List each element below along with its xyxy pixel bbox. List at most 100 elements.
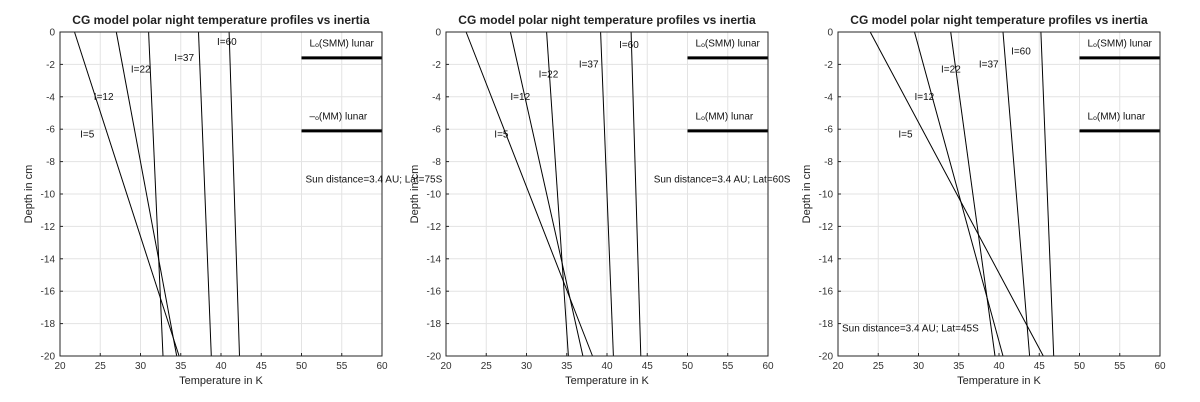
reference-line-label: Lₒ(SMM) lunar: [696, 39, 761, 50]
chart-title: CG model polar night temperature profile…: [850, 13, 1148, 27]
y-tick-label: -14: [427, 254, 442, 265]
y-tick-label: -18: [819, 319, 834, 330]
curve-label: I=12: [94, 92, 114, 103]
y-axis-label: Depth in cm: [409, 165, 421, 224]
x-tick-label: 35: [953, 361, 965, 372]
series-group: [869, 31, 1055, 357]
x-tick-label: 25: [95, 361, 107, 372]
series-group: [465, 31, 642, 357]
curve-label: I=12: [510, 92, 530, 103]
x-tick-label: 55: [1114, 361, 1126, 372]
chart-title: CG model polar night temperature profile…: [72, 13, 370, 27]
x-tick-label: 40: [601, 361, 613, 372]
y-tick-label: -6: [824, 125, 833, 136]
x-tick-label: 25: [481, 361, 493, 372]
y-tick-label: -10: [41, 190, 56, 201]
y-tick-label: -20: [41, 352, 56, 363]
x-tick-label: 20: [54, 361, 66, 372]
x-tick-label: 30: [135, 361, 147, 372]
x-tick-label: 45: [256, 361, 268, 372]
chart-title: CG model polar night temperature profile…: [458, 13, 756, 27]
x-tick-label: 50: [1074, 361, 1086, 372]
curve-label: I=5: [494, 129, 509, 140]
series-line-i-37: [1002, 31, 1031, 357]
series-line-i-12: [115, 31, 178, 357]
curve-label: I=37: [979, 60, 999, 71]
y-tick-label: -2: [46, 60, 55, 71]
y-axis-label: Depth in cm: [801, 165, 813, 224]
x-tick-label: 40: [215, 361, 227, 372]
curve-label: I=5: [80, 129, 95, 140]
y-tick-label: -14: [819, 254, 834, 265]
y-tick-label: 0: [435, 28, 441, 39]
series-line-i-60: [630, 31, 642, 357]
y-tick-label: -14: [41, 254, 56, 265]
x-axis-label: Temperature in K: [957, 375, 1041, 387]
y-tick-label: -18: [427, 319, 442, 330]
x-tick-label: 60: [1154, 361, 1166, 372]
annotation-text: Sun distance=3.4 AU; Lat=60S: [654, 175, 791, 186]
y-tick-label: -4: [46, 92, 55, 103]
x-tick-label: 50: [682, 361, 694, 372]
y-tick-label: -16: [819, 287, 834, 298]
y-tick-label: 0: [827, 28, 833, 39]
x-tick-label: 45: [642, 361, 654, 372]
curve-label: I=5: [898, 129, 913, 140]
series-line-i-12: [509, 31, 584, 357]
x-tick-label: 60: [376, 361, 388, 372]
x-tick-label: 20: [440, 361, 452, 372]
y-tick-label: -8: [432, 157, 441, 168]
x-tick-label: 35: [561, 361, 573, 372]
y-tick-label: -6: [46, 125, 55, 136]
y-tick-label: -10: [819, 190, 834, 201]
curve-label: I=12: [914, 92, 934, 103]
x-axis-label: Temperature in K: [179, 375, 263, 387]
series-line-i-60: [228, 31, 240, 357]
grid: [837, 31, 1161, 357]
x-tick-label: 35: [175, 361, 187, 372]
curve-label: I=22: [539, 69, 559, 80]
y-axis-label: Depth in cm: [23, 165, 35, 224]
y-tick-label: -8: [824, 157, 833, 168]
series-line-i-22: [546, 31, 569, 357]
chart-panel-2: Lₒ(SMM) lunar Lₒ(MM) lunar I=5 I=12 I=22 I=37…: [409, 13, 791, 387]
curve-label: I=22: [941, 65, 961, 76]
series-line-i-5: [74, 31, 180, 357]
x-tick-label: 45: [1034, 361, 1046, 372]
y-tick-label: -16: [427, 287, 442, 298]
reference-line-label: Lₒ(SMM) lunar: [310, 39, 375, 50]
reference-line-label: –ₒ(MM) lunar: [310, 111, 368, 122]
y-tick-label: -12: [427, 222, 442, 233]
y-tick-label: -20: [427, 352, 442, 363]
annotation-text: Sun distance=3.4 AU; Lat=75S: [306, 175, 443, 186]
y-tick-label: -10: [427, 190, 442, 201]
series-line-i-22: [950, 31, 996, 357]
y-tick-label: -2: [824, 60, 833, 71]
curve-label: I=22: [131, 65, 151, 76]
x-tick-label: 20: [832, 361, 844, 372]
curve-label: I=60: [619, 40, 639, 51]
x-tick-label: 40: [993, 361, 1005, 372]
chart-panel-3: Lₒ(SMM) lunar Lₒ(MM) lunar I=5 I=12 I=22 I=37…: [801, 13, 1166, 387]
x-tick-label: 25: [873, 361, 885, 372]
y-tick-label: -2: [432, 60, 441, 71]
chart-panel-1: Lₒ(SMM) lunar –ₒ(MM) lunar I=5 I=12 I=22 I=37…: [23, 13, 443, 387]
curve-label: I=60: [1011, 47, 1031, 58]
x-tick-label: 60: [762, 361, 774, 372]
series-line-i-60: [1040, 31, 1055, 357]
y-tick-label: 0: [49, 28, 55, 39]
x-tick-label: 55: [722, 361, 734, 372]
y-tick-label: -18: [41, 319, 56, 330]
x-tick-label: 50: [296, 361, 308, 372]
y-tick-label: -6: [432, 125, 441, 136]
y-tick-label: -8: [46, 157, 55, 168]
reference-line-label: Lₒ(SMM) lunar: [1088, 39, 1153, 50]
series-line-i-12: [914, 31, 1004, 357]
curve-label: I=60: [217, 37, 237, 48]
y-tick-label: -12: [41, 222, 56, 233]
series-line-i-37: [198, 31, 212, 357]
series-line-i-37: [600, 31, 614, 357]
x-tick-label: 30: [913, 361, 925, 372]
